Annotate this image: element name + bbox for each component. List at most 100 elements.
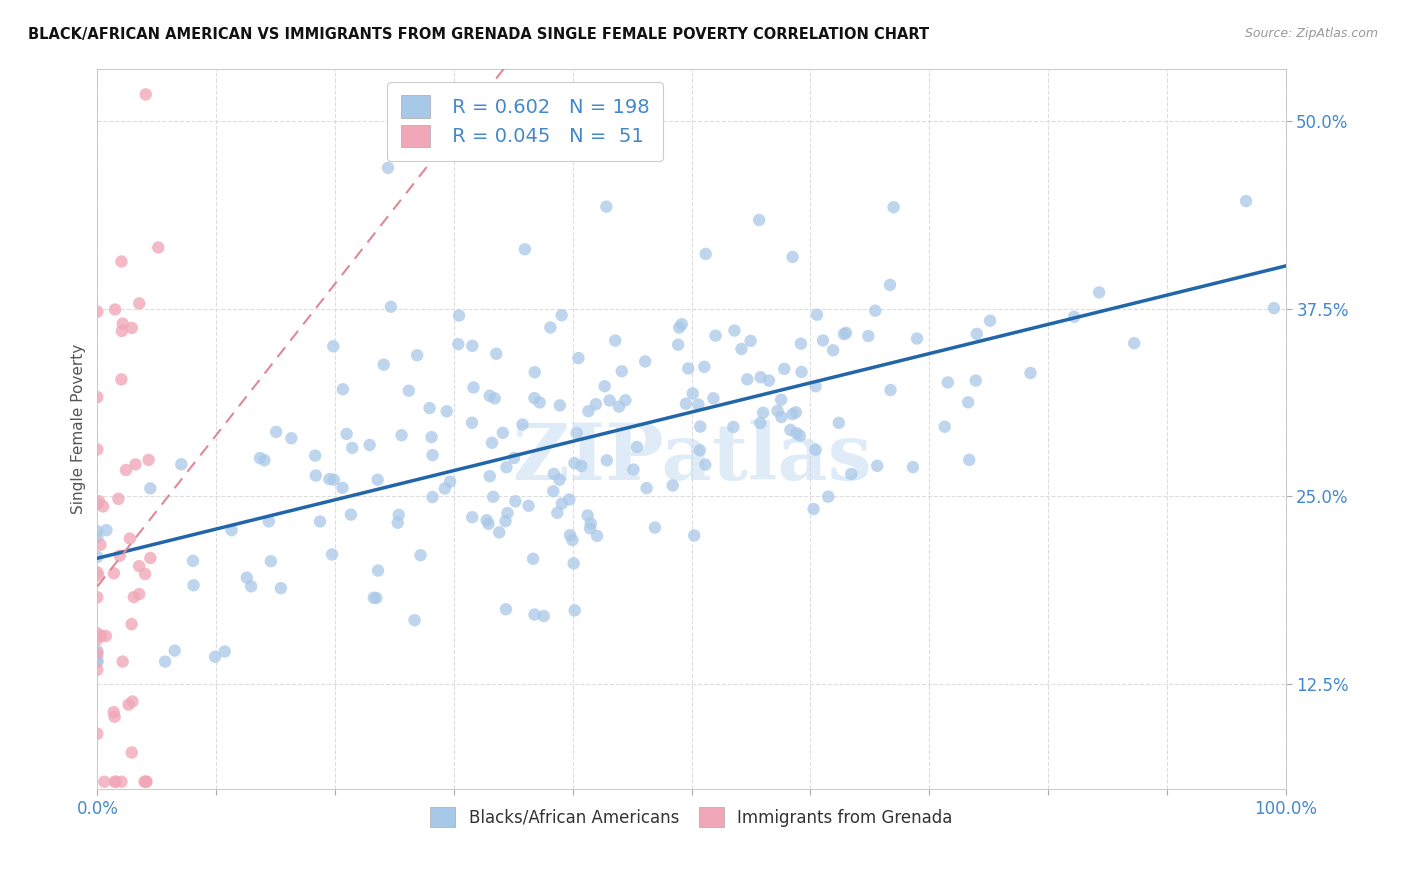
Point	[103, 705, 125, 719]
Point	[420, 430, 443, 444]
Point	[463, 380, 485, 394]
Point	[693, 359, 716, 374]
Point	[538, 320, 561, 334]
Point	[366, 591, 388, 605]
Point	[128, 296, 150, 310]
Point	[264, 425, 287, 439]
Point	[139, 482, 162, 496]
Point	[240, 579, 263, 593]
Point	[86, 530, 108, 544]
Point	[766, 404, 789, 418]
Point	[773, 361, 796, 376]
Point	[373, 358, 395, 372]
Point	[322, 473, 344, 487]
Point	[1234, 194, 1257, 208]
Point	[367, 473, 389, 487]
Point	[596, 453, 619, 467]
Point	[91, 500, 114, 514]
Point	[447, 309, 470, 323]
Point	[614, 393, 637, 408]
Point	[546, 506, 568, 520]
Point	[128, 559, 150, 574]
Point	[359, 438, 381, 452]
Point	[422, 490, 444, 504]
Point	[789, 428, 811, 442]
Point	[86, 727, 108, 741]
Point	[340, 508, 363, 522]
Point	[661, 478, 683, 492]
Point	[957, 453, 980, 467]
Point	[257, 515, 280, 529]
Point	[565, 425, 588, 440]
Point	[253, 453, 276, 467]
Point	[111, 324, 134, 338]
Point	[148, 240, 170, 254]
Point	[564, 603, 586, 617]
Point	[121, 617, 143, 632]
Point	[115, 463, 138, 477]
Point	[153, 655, 176, 669]
Point	[138, 453, 160, 467]
Point	[221, 523, 243, 537]
Point	[111, 317, 134, 331]
Point	[439, 475, 461, 489]
Point	[758, 374, 780, 388]
Point	[86, 524, 108, 539]
Point	[579, 521, 602, 535]
Point	[107, 491, 129, 506]
Point	[671, 318, 693, 332]
Point	[135, 774, 157, 789]
Point	[689, 419, 711, 434]
Point	[478, 389, 501, 403]
Point	[478, 469, 501, 483]
Legend: Blacks/African Americans, Immigrants from Grenada: Blacks/African Americans, Immigrants fro…	[422, 799, 962, 835]
Point	[790, 365, 813, 379]
Point	[599, 393, 621, 408]
Point	[90, 629, 112, 643]
Point	[461, 510, 484, 524]
Point	[118, 532, 141, 546]
Point	[86, 497, 108, 511]
Point	[1019, 366, 1042, 380]
Point	[367, 564, 389, 578]
Point	[135, 774, 157, 789]
Point	[121, 694, 143, 708]
Point	[270, 581, 292, 595]
Point	[579, 516, 602, 531]
Point	[391, 428, 413, 442]
Point	[260, 554, 283, 568]
Point	[404, 613, 426, 627]
Point	[523, 391, 546, 405]
Point	[475, 513, 498, 527]
Text: Source: ZipAtlas.com: Source: ZipAtlas.com	[1244, 27, 1378, 40]
Point	[170, 457, 193, 471]
Point	[979, 314, 1001, 328]
Point	[121, 321, 143, 335]
Point	[585, 397, 607, 411]
Point	[702, 391, 724, 405]
Point	[495, 460, 517, 475]
Point	[481, 435, 503, 450]
Point	[607, 400, 630, 414]
Point	[595, 200, 617, 214]
Point	[832, 327, 855, 342]
Point	[735, 372, 758, 386]
Point	[461, 416, 484, 430]
Point	[433, 482, 456, 496]
Point	[688, 398, 710, 412]
Y-axis label: Single Female Poverty: Single Female Poverty	[72, 343, 86, 514]
Point	[668, 320, 690, 334]
Point	[86, 663, 108, 677]
Point	[543, 467, 565, 481]
Point	[1123, 336, 1146, 351]
Point	[936, 376, 959, 390]
Point	[785, 405, 807, 419]
Point	[1088, 285, 1111, 300]
Point	[86, 304, 108, 318]
Point	[332, 481, 354, 495]
Point	[204, 649, 226, 664]
Point	[965, 374, 987, 388]
Point	[567, 351, 589, 365]
Point	[858, 329, 880, 343]
Point	[380, 300, 402, 314]
